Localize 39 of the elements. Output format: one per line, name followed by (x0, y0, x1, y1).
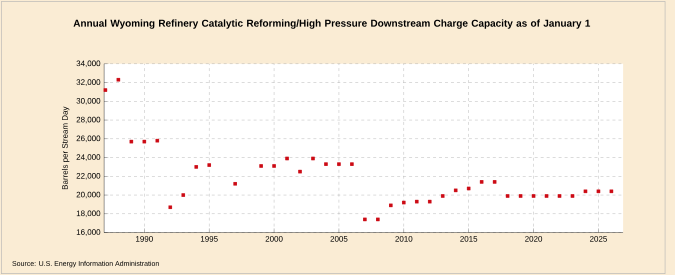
point (311, 156, 315, 160)
point (570, 194, 574, 198)
point (233, 182, 237, 186)
point (285, 156, 289, 160)
point (414, 200, 419, 204)
point (610, 189, 614, 194)
point (181, 193, 186, 197)
point (454, 188, 458, 192)
point (518, 194, 522, 198)
point (324, 162, 328, 166)
point (155, 138, 160, 142)
point (428, 200, 432, 204)
point (272, 164, 276, 168)
point (492, 180, 496, 184)
point (480, 180, 484, 184)
point (466, 186, 470, 190)
point (168, 205, 172, 209)
point (440, 194, 445, 198)
point (558, 194, 562, 198)
point (142, 140, 146, 144)
point (584, 189, 588, 194)
point (389, 204, 393, 208)
point (116, 78, 120, 82)
point (337, 162, 341, 166)
point (350, 162, 354, 166)
point (363, 218, 367, 222)
point (596, 189, 600, 194)
point (544, 194, 548, 198)
point (532, 194, 536, 198)
point (130, 140, 134, 144)
chart-title: Annual Wyoming Refinery Catalytic Reforming/High Pressure Downstream Charge Capacity as of January 1 (74, 19, 590, 29)
point (506, 194, 510, 198)
point (298, 170, 302, 174)
point (376, 218, 380, 222)
point (194, 165, 198, 169)
point (402, 200, 406, 204)
point (259, 164, 263, 168)
point (207, 163, 211, 167)
point (104, 88, 108, 92)
